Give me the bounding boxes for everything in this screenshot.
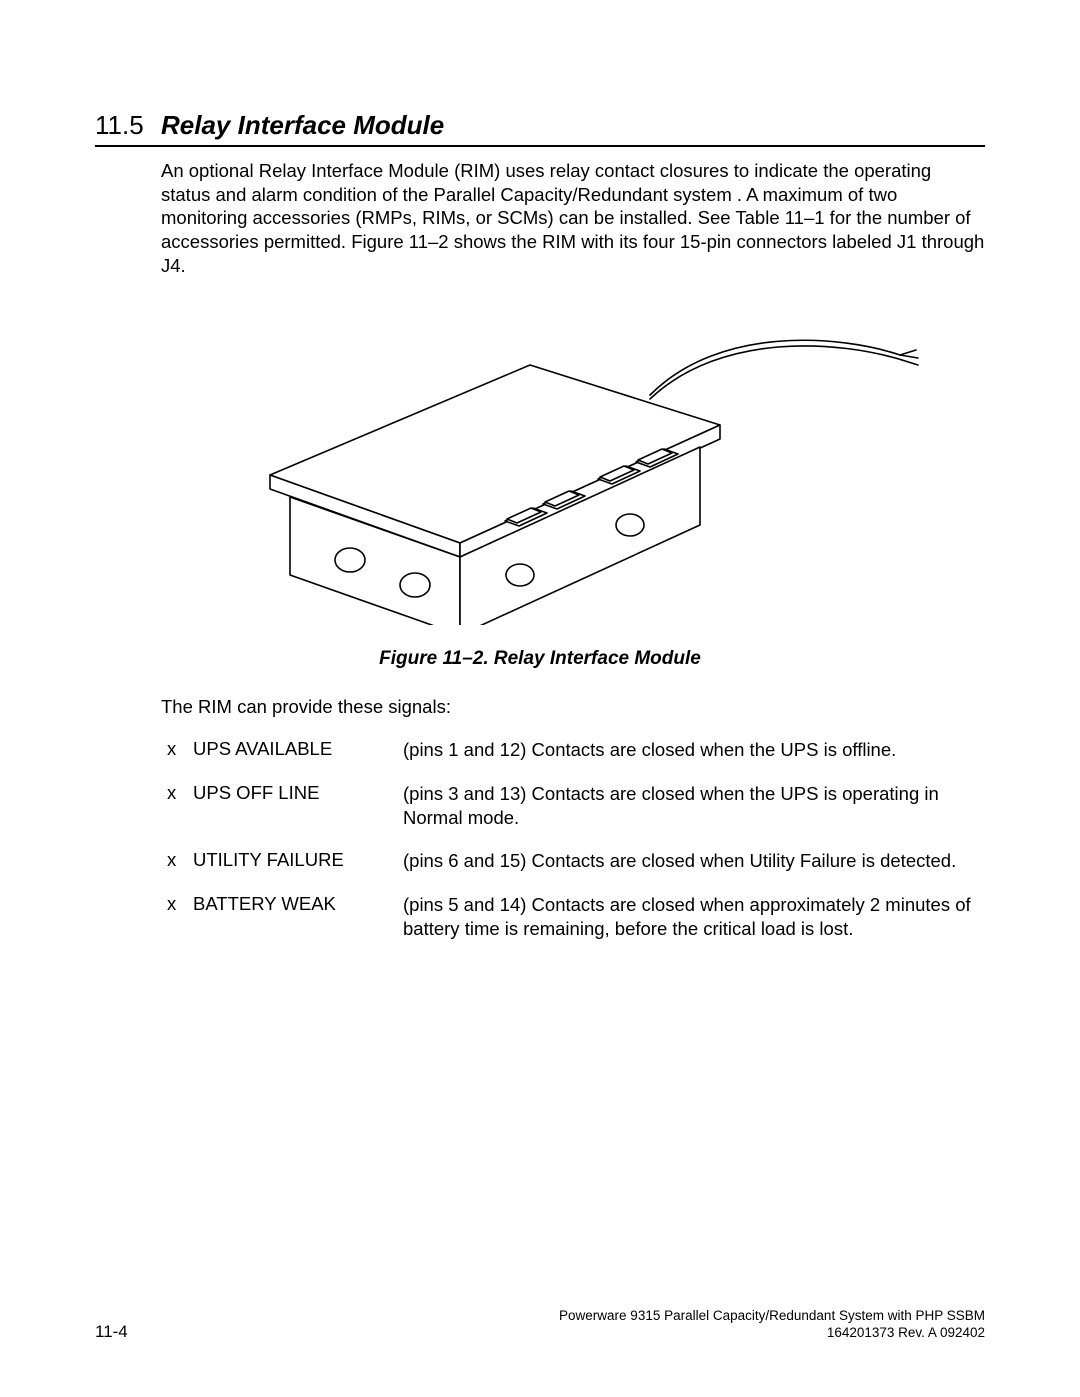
footer-meta: Powerware 9315 Parallel Capacity/Redunda… xyxy=(559,1308,985,1342)
signal-desc: (pins 1 and 12) Contacts are closed when… xyxy=(403,738,985,762)
page-footer: 11-4 Powerware 9315 Parallel Capacity/Re… xyxy=(95,1308,985,1342)
relay-module-diagram xyxy=(160,305,920,625)
signal-row: x UPS OFF LINE (pins 3 and 13) Contacts … xyxy=(167,782,985,829)
signal-name: UPS AVAILABLE xyxy=(193,738,403,762)
document-page: 11.5 Relay Interface Module An optional … xyxy=(0,0,1080,1397)
signal-desc: (pins 6 and 15) Contacts are closed when… xyxy=(403,849,985,873)
bullet-icon: x xyxy=(167,782,193,829)
signal-name: BATTERY WEAK xyxy=(193,893,403,940)
figure-caption: Figure 11–2. Relay Interface Module xyxy=(95,648,985,670)
section-title: Relay Interface Module xyxy=(161,110,444,141)
footer-line1: Powerware 9315 Parallel Capacity/Redunda… xyxy=(559,1308,985,1325)
signal-row: x UTILITY FAILURE (pins 6 and 15) Contac… xyxy=(167,849,985,873)
section-header: 11.5 Relay Interface Module xyxy=(95,110,985,147)
bullet-icon: x xyxy=(167,738,193,762)
figure-relay-module xyxy=(95,305,985,630)
signal-desc: (pins 5 and 14) Contacts are closed when… xyxy=(403,893,985,940)
signals-list: x UPS AVAILABLE (pins 1 and 12) Contacts… xyxy=(95,738,985,940)
signal-desc: (pins 3 and 13) Contacts are closed when… xyxy=(403,782,985,829)
footer-line2: 164201373 Rev. A 092402 xyxy=(559,1325,985,1342)
bullet-icon: x xyxy=(167,849,193,873)
bullet-icon: x xyxy=(167,893,193,940)
signal-row: x UPS AVAILABLE (pins 1 and 12) Contacts… xyxy=(167,738,985,762)
signal-row: x BATTERY WEAK (pins 5 and 14) Contacts … xyxy=(167,893,985,940)
page-number: 11-4 xyxy=(95,1322,128,1342)
signal-name: UTILITY FAILURE xyxy=(193,849,403,873)
section-number: 11.5 xyxy=(95,110,161,141)
intro-paragraph: An optional Relay Interface Module (RIM)… xyxy=(161,159,985,277)
signal-name: UPS OFF LINE xyxy=(193,782,403,829)
signals-intro: The RIM can provide these signals: xyxy=(161,696,985,718)
